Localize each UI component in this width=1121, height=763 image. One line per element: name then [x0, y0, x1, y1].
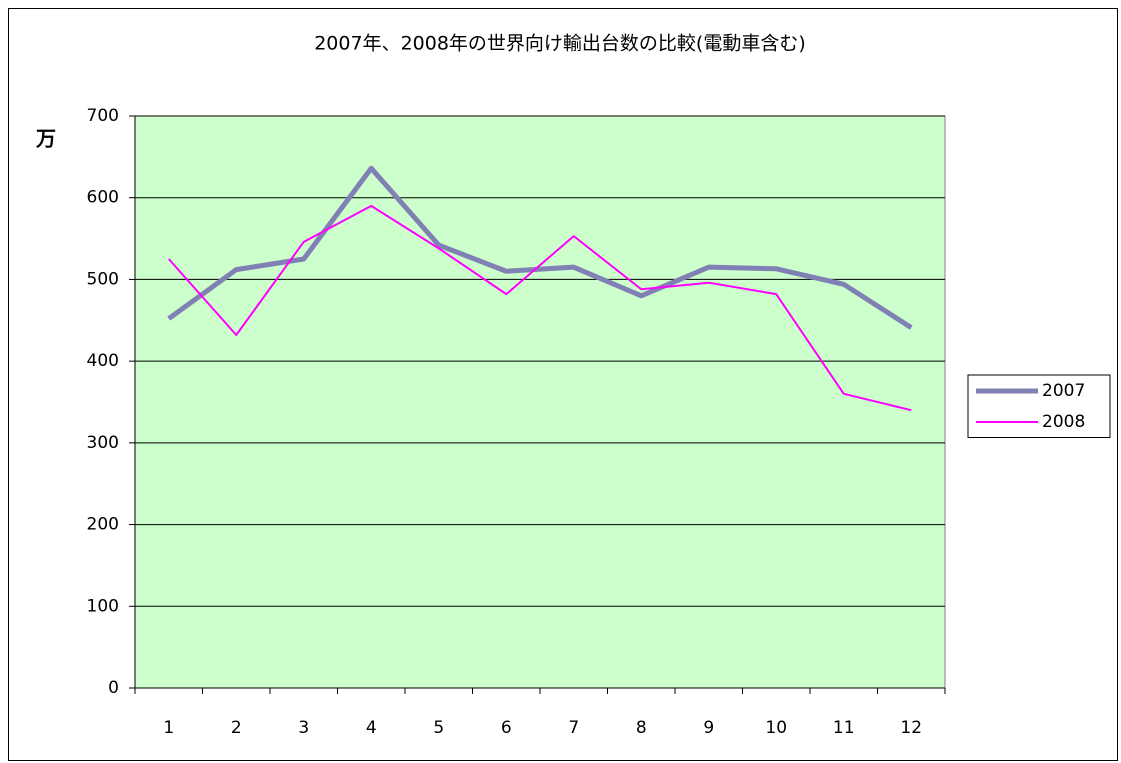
x-tick-label: 10 — [765, 718, 787, 738]
x-tick-label: 5 — [433, 718, 444, 738]
series-line — [167, 165, 913, 330]
y-tick-label: 0 — [108, 678, 119, 698]
x-tick-label: 4 — [366, 718, 377, 738]
x-tick-label: 3 — [298, 718, 309, 738]
x-tick-label: 2 — [231, 718, 242, 738]
series-line — [168, 204, 912, 412]
y-tick-label: 700 — [87, 106, 119, 126]
y-tick-label: 100 — [87, 596, 119, 616]
x-tick-label: 1 — [163, 718, 174, 738]
legend-label: 2008 — [1042, 412, 1085, 432]
y-tick-label: 600 — [87, 188, 119, 208]
plot-area — [134, 115, 946, 689]
legend-label: 2007 — [1042, 381, 1085, 401]
y-tick-label: 200 — [87, 515, 119, 535]
y-tick-label: 400 — [87, 351, 119, 371]
x-tick-label: 8 — [636, 718, 647, 738]
x-tick-label: 11 — [833, 718, 855, 738]
y-tick-label: 300 — [87, 433, 119, 453]
x-tick-label: 6 — [501, 718, 512, 738]
x-tick-label: 7 — [568, 718, 579, 738]
y-tick-label: 500 — [87, 269, 119, 289]
x-tick-label: 12 — [900, 718, 922, 738]
legend-box — [967, 374, 1111, 438]
chart-title: 2007年、2008年の世界向け輸出台数の比較(電動車含む) — [314, 33, 806, 55]
y-axis-label: 万 — [35, 127, 56, 151]
x-tick-label: 9 — [703, 718, 714, 738]
